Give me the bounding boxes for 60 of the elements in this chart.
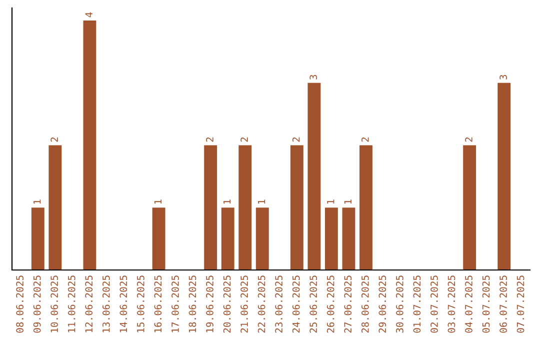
x-tick-label: 23.06.2025 xyxy=(275,276,282,333)
data-label: 2 xyxy=(240,137,248,142)
bar xyxy=(463,145,476,270)
data-label: 4 xyxy=(85,12,92,18)
x-tick-label: 29.06.2025 xyxy=(378,276,386,333)
x-tick-label: 09.06.2025 xyxy=(33,276,41,333)
x-tick-label: 18.06.2025 xyxy=(188,276,196,332)
x-tick-label: 10.06.2025 xyxy=(50,276,58,332)
data-label: 1 xyxy=(34,200,41,204)
bar xyxy=(498,82,511,270)
data-label: 1 xyxy=(344,200,352,204)
data-label: 2 xyxy=(465,137,472,142)
x-tick-label: 02.07.2025 xyxy=(430,276,438,333)
x-tick-label: 13.06.2025 xyxy=(102,276,110,332)
bar xyxy=(256,208,269,270)
x-tick-label: 28.06.2025 xyxy=(361,276,369,333)
x-tick-label: 22.06.2025 xyxy=(258,276,266,333)
x-tick-label: 05.07.2025 xyxy=(482,276,490,333)
x-tick-label: 14.06.2025 xyxy=(120,276,128,332)
data-label: 3 xyxy=(310,74,318,80)
x-tick-label: 30.06.2025 xyxy=(396,276,404,333)
x-tick-label: 12.06.2025 xyxy=(85,276,93,332)
x-tick-label: 21.06.2025 xyxy=(240,276,248,333)
bar xyxy=(221,208,234,270)
x-tick-label: 26.06.2025 xyxy=(326,276,334,333)
data-label: 3 xyxy=(500,74,507,80)
x-tick-label: 15.06.2025 xyxy=(136,276,144,332)
x-tick-label: 07.07.2025 xyxy=(516,276,524,333)
data-label: 2 xyxy=(206,137,214,142)
x-tick-label: 11.06.2025 xyxy=(68,276,76,332)
x-tick-label: 01.07.2025 xyxy=(413,276,421,333)
bar xyxy=(31,208,44,270)
bar xyxy=(48,145,62,270)
bar xyxy=(359,145,372,270)
data-label: 2 xyxy=(361,137,369,142)
x-tick-label: 24.06.2025 xyxy=(292,276,300,333)
bar xyxy=(342,208,356,270)
x-tick-label: 16.06.2025 xyxy=(154,276,162,332)
x-tick-label: 27.06.2025 xyxy=(344,276,352,333)
data-label: 1 xyxy=(327,200,334,204)
x-tick-label: 19.06.2025 xyxy=(206,276,214,332)
bar xyxy=(308,82,321,270)
bar xyxy=(204,145,218,270)
bar xyxy=(83,20,96,270)
bar xyxy=(238,145,252,270)
x-tick-label: 06.07.2025 xyxy=(500,276,507,333)
data-label: 1 xyxy=(258,200,266,204)
data-label: 1 xyxy=(223,200,231,204)
bar xyxy=(290,145,304,270)
data-label: 2 xyxy=(50,137,58,142)
bar xyxy=(324,208,338,270)
x-tick-label: 20.06.2025 xyxy=(223,276,231,333)
data-label: 2 xyxy=(292,137,300,142)
x-tick-label: 25.06.2025 xyxy=(310,276,318,333)
bar xyxy=(152,208,166,270)
x-tick-label: 17.06.2025 xyxy=(172,276,179,332)
x-tick-label: 04.07.2025 xyxy=(465,276,472,333)
x-tick-label: 03.07.2025 xyxy=(448,276,456,333)
x-tick-label: 08.06.2025 xyxy=(16,276,24,333)
data-label: 1 xyxy=(154,200,162,204)
